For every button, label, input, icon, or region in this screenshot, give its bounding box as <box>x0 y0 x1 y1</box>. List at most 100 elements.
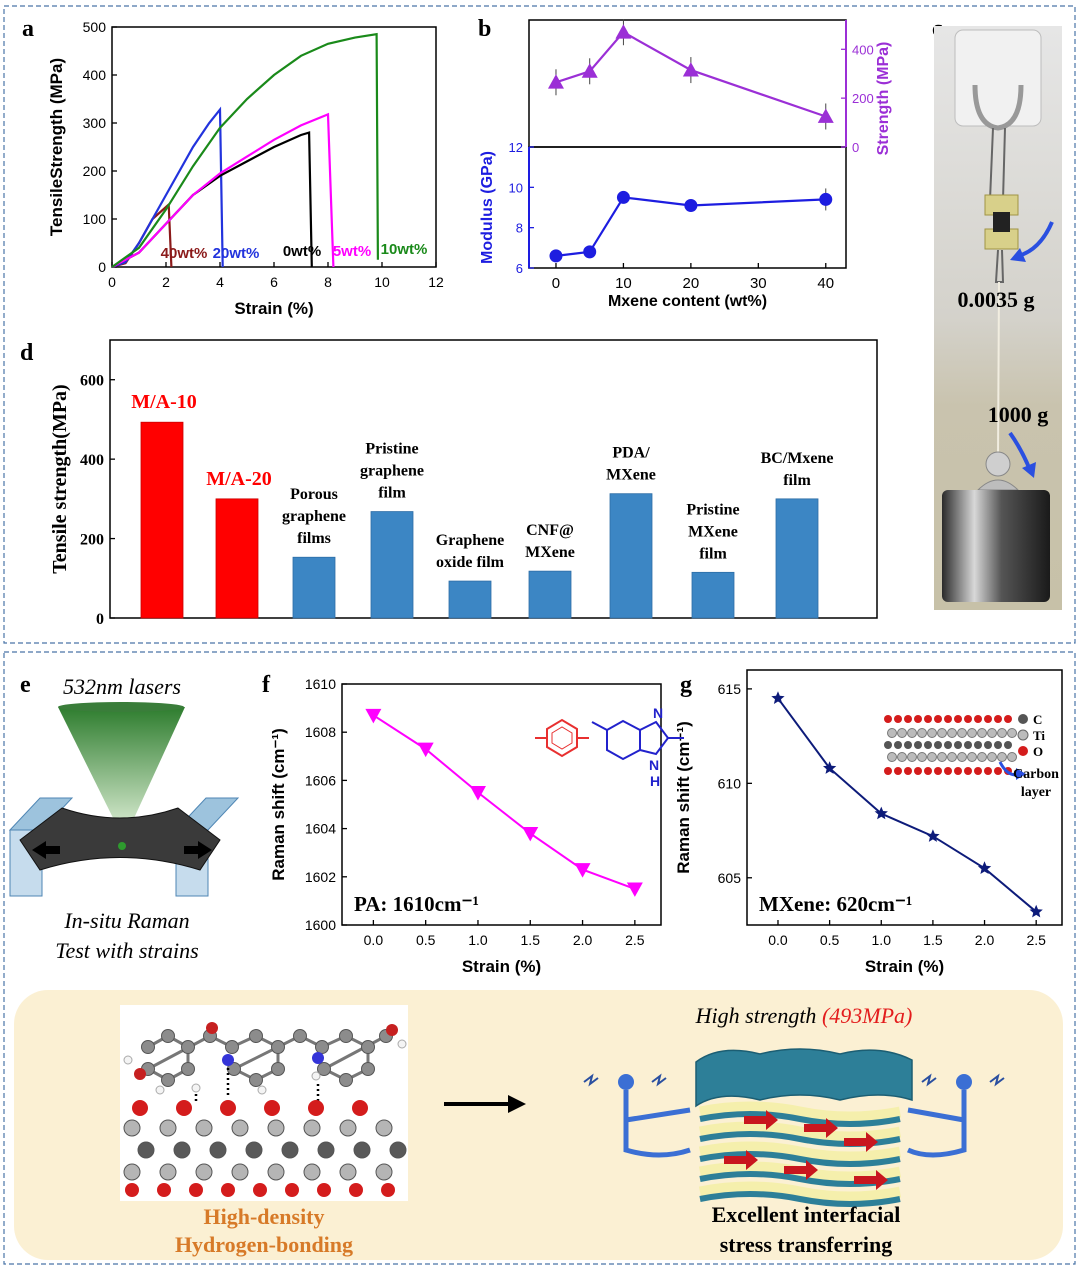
bottom-oxygen <box>221 1183 235 1197</box>
hbond-label-2: Hydrogen-bonding <box>175 1232 353 1257</box>
arrow-head-weight <box>1022 462 1036 478</box>
mol-carbon <box>339 1073 353 1087</box>
point-g <box>926 829 940 842</box>
mol-carbon <box>181 1040 195 1054</box>
c-atom <box>914 741 922 749</box>
mol-carbon <box>141 1040 155 1054</box>
mol-carbon <box>339 1029 353 1043</box>
x-tick-label-b: 10 <box>615 275 632 292</box>
ti-atom <box>917 728 927 738</box>
x-tick-label-a: 6 <box>270 274 278 290</box>
bottom-oxygen <box>189 1183 203 1197</box>
mol-carbon <box>181 1062 195 1076</box>
ti-atom <box>1007 752 1017 762</box>
curve-10wt% <box>111 32 379 268</box>
x-tick-label-f: 1.5 <box>521 932 541 948</box>
polymer-layer <box>698 1181 902 1203</box>
ti-atom <box>887 728 897 738</box>
bottom-oxygen <box>285 1183 299 1197</box>
curve-5wt% <box>111 112 335 268</box>
bar-8 <box>775 498 819 619</box>
bar-label-5-0: CNF@ <box>526 522 574 539</box>
bottom-frame <box>3 651 1076 1265</box>
point-f <box>574 863 591 878</box>
o-atom <box>964 715 972 723</box>
c-atom <box>954 741 962 749</box>
x-tick-label-b: 40 <box>817 275 834 292</box>
ti-atom <box>977 752 987 762</box>
point-f <box>469 786 486 801</box>
mol-hydrogen <box>257 1085 267 1095</box>
mol-carbon <box>361 1062 375 1076</box>
panel-label-b: b <box>478 16 491 42</box>
lattice-atom <box>195 1163 213 1181</box>
stress-arrow <box>744 1110 778 1130</box>
point-g <box>823 761 837 774</box>
lattice-atom <box>159 1119 177 1137</box>
stress-arrow <box>724 1150 758 1170</box>
stress-arrow <box>804 1118 838 1138</box>
o-atom <box>924 715 932 723</box>
benzene-inner <box>551 726 573 750</box>
hook-curve <box>972 84 1024 131</box>
ti-atom <box>997 752 1007 762</box>
atom-n-bottom: N <box>649 757 659 773</box>
y-axis-label-b-top: Strength (MPa) <box>875 42 892 156</box>
y-tick-label-a: 100 <box>83 211 107 227</box>
annotation-f: PA: 1610cm⁻¹ <box>354 892 479 916</box>
plot-frame-d <box>109 339 878 619</box>
right-pull-arms <box>906 1090 967 1158</box>
y-tick-label-b-bottom: 12 <box>509 140 523 155</box>
surface-oxygen <box>352 1100 368 1116</box>
top-mxene-block <box>695 1048 913 1108</box>
lattice-atom <box>195 1119 213 1137</box>
y-tick-label-f: 1610 <box>305 676 336 692</box>
mol-hydrogen <box>191 1083 201 1093</box>
x-tick-label-a: 2 <box>162 274 170 290</box>
bar-label-3-1: graphene <box>360 463 424 480</box>
strength-point <box>682 62 699 77</box>
caption-line-2: Test with strains <box>55 938 198 963</box>
mol-carbon <box>315 1040 329 1054</box>
o-atom <box>884 767 892 775</box>
imidazole-ring <box>639 720 670 756</box>
x-tick-label-f: 1.0 <box>468 932 488 948</box>
x-tick-label-a: 4 <box>216 274 224 290</box>
c-atom <box>944 741 952 749</box>
lattice-atom <box>267 1119 285 1137</box>
y-tick-label-d: 0 <box>96 611 104 628</box>
point-f <box>417 742 434 758</box>
stress-label-1: Excellent interfacial <box>712 1202 901 1227</box>
film-strip <box>19 807 221 871</box>
bar-label-2-0: Porous <box>290 486 338 503</box>
o-atom <box>894 715 902 723</box>
atom-h: H <box>650 773 660 789</box>
c-atom <box>984 741 992 749</box>
c-atom <box>1004 741 1012 749</box>
mol-carbon <box>361 1040 375 1054</box>
lattice-atom <box>317 1141 335 1159</box>
bar-label-6-1: MXene <box>606 467 656 484</box>
label-1000g: 1000 g <box>988 402 1049 427</box>
legend-ti-dot <box>1017 729 1029 741</box>
y-tick-label-f: 1602 <box>305 869 336 885</box>
y-tick-label-f: 1606 <box>305 772 336 788</box>
left-motion-marks <box>583 1073 667 1087</box>
x-axis-label-f: Strain (%) <box>462 957 541 976</box>
benzene-ring <box>546 718 578 758</box>
mol-hydrogen <box>155 1085 165 1095</box>
point-g <box>977 861 992 874</box>
y-tick-label-d: 400 <box>80 452 104 469</box>
ti-atom <box>987 752 997 762</box>
mol-carbon <box>317 1062 331 1076</box>
strength-point <box>615 24 632 39</box>
bar-label-0: M/A-10 <box>131 391 197 413</box>
ti-atom <box>987 728 997 738</box>
y-tick-label-a: 0 <box>98 259 106 275</box>
carbon-label-2: layer <box>1021 785 1051 800</box>
panel-label-a: a <box>22 16 34 42</box>
y-axis-label-f: Raman shift (cm⁻¹) <box>269 728 288 881</box>
ti-atom <box>1007 728 1017 738</box>
polymer-layer <box>698 1101 902 1123</box>
